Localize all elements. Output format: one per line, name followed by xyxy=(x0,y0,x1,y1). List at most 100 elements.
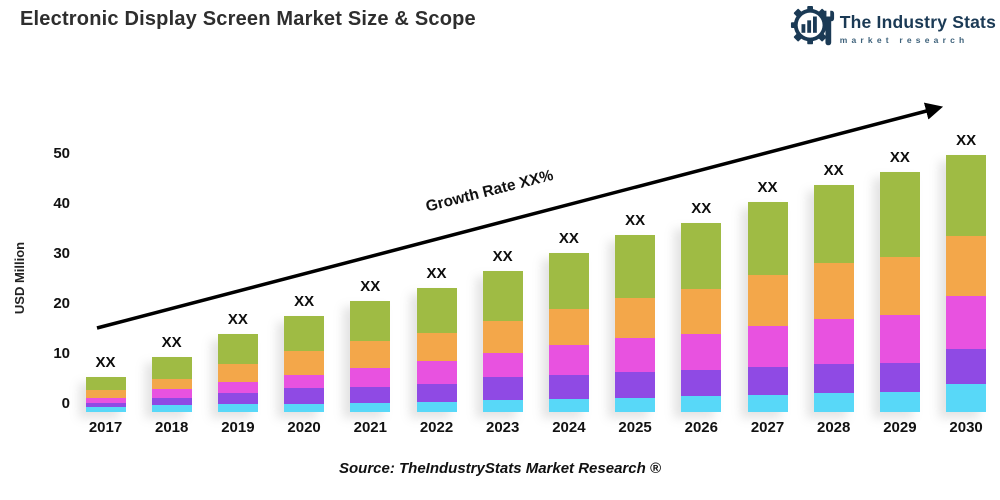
x-tick-2018: 2018 xyxy=(155,419,189,436)
bar-2025 xyxy=(615,235,656,412)
y-tick-30: 30 xyxy=(53,245,70,262)
bar-2029-segment-orange xyxy=(879,257,920,315)
bar-2023-segment-purple xyxy=(482,376,523,401)
bar-2018-segment-green xyxy=(151,356,192,379)
bar-value-label-2020: XX xyxy=(294,293,315,311)
bar-2022-segment-cyan xyxy=(416,401,457,412)
x-tick-2021: 2021 xyxy=(353,419,387,436)
bar-2027-segment-magenta xyxy=(747,325,788,367)
bar-value-label-2023: XX xyxy=(492,247,513,265)
bar-2028-segment-cyan xyxy=(813,393,854,412)
bar-2024-segment-orange xyxy=(548,309,589,346)
x-tick-2025: 2025 xyxy=(618,419,652,436)
page-title: Electronic Display Screen Market Size & … xyxy=(20,8,476,30)
bar-2019-segment-orange xyxy=(217,363,258,382)
bar-2018 xyxy=(151,356,192,412)
x-tick-2022: 2022 xyxy=(419,419,454,436)
bar-2025-segment-cyan xyxy=(615,397,656,412)
logo-tagline: market research xyxy=(839,34,969,45)
bar-2026-segment-cyan xyxy=(681,396,722,412)
bar-2026-segment-orange xyxy=(681,289,722,335)
x-tick-2024: 2024 xyxy=(552,419,586,436)
bar-2026-segment-magenta xyxy=(681,334,722,370)
bar-2017-segment-purple xyxy=(85,402,126,408)
bar-2029-segment-purple xyxy=(879,363,920,393)
bar-2021-segment-magenta xyxy=(350,368,391,387)
bar-2022-segment-green xyxy=(416,288,457,334)
bar-2024-segment-magenta xyxy=(548,345,589,375)
bar-2019-segment-purple xyxy=(217,392,258,405)
bar-2024-segment-cyan xyxy=(548,398,589,412)
bar-2026-segment-green xyxy=(681,222,722,290)
bar-value-label-2022: XX xyxy=(426,265,447,283)
x-tick-2019: 2019 xyxy=(221,419,255,436)
bar-2020-segment-magenta xyxy=(284,374,325,388)
bar-2018-segment-orange xyxy=(151,378,192,390)
bar-2017-segment-green xyxy=(85,376,126,390)
bar-2030-segment-purple xyxy=(946,348,987,384)
bar-2018-segment-cyan xyxy=(151,405,192,412)
bar-2023-segment-magenta xyxy=(482,353,523,377)
bar-2030-segment-cyan xyxy=(946,383,987,412)
y-tick-10: 10 xyxy=(53,345,70,362)
x-tick-2028: 2028 xyxy=(817,419,851,436)
bar-2019-segment-magenta xyxy=(217,381,258,393)
bar-2026-segment-purple xyxy=(681,369,722,397)
bar-2028-segment-green xyxy=(813,184,854,263)
bar-2021-segment-green xyxy=(350,300,391,341)
x-tick-2030: 2030 xyxy=(949,419,983,436)
bar-2030 xyxy=(946,154,987,412)
bar-2025-segment-green xyxy=(615,235,656,299)
bar-value-label-2019: XX xyxy=(227,310,248,328)
bar-value-label-2024: XX xyxy=(558,229,579,247)
bar-2023 xyxy=(482,270,523,412)
x-tick-2020: 2020 xyxy=(287,419,321,436)
bar-2028 xyxy=(813,184,854,412)
bar-2023-segment-green xyxy=(482,270,523,321)
bar-value-label-2017: XX xyxy=(95,353,116,371)
bar-2025-segment-orange xyxy=(615,298,656,339)
growth-rate-annotation: Growth Rate XX% xyxy=(424,166,556,216)
bar-2020 xyxy=(284,316,325,412)
bar-2028-segment-orange xyxy=(813,262,854,320)
bar-2027 xyxy=(747,202,788,412)
x-tick-2026: 2026 xyxy=(684,419,718,436)
bar-2027-segment-orange xyxy=(747,274,788,326)
y-tick-20: 20 xyxy=(53,295,70,312)
y-tick-50: 50 xyxy=(53,145,70,162)
logo-name: The Industry Stats xyxy=(839,11,996,32)
y-tick-40: 40 xyxy=(53,195,70,212)
bar-value-label-2030: XX xyxy=(956,131,977,149)
x-tick-2017: 2017 xyxy=(88,419,123,436)
bar-2022-segment-orange xyxy=(416,333,457,361)
bar-value-label-2028: XX xyxy=(823,161,844,179)
bar-2017-segment-cyan xyxy=(85,407,126,412)
bar-2024 xyxy=(548,252,589,412)
bar-2028-segment-magenta xyxy=(813,319,854,365)
bar-2029-segment-cyan xyxy=(879,392,920,412)
bar-2018-segment-magenta xyxy=(151,389,192,398)
bar-2020-segment-cyan xyxy=(284,403,325,412)
bar-2027-segment-cyan xyxy=(747,394,788,412)
bar-2025-segment-magenta xyxy=(615,338,656,373)
x-tick-2029: 2029 xyxy=(883,419,917,436)
bar-2024-segment-purple xyxy=(548,374,589,399)
bar-2019-segment-cyan xyxy=(217,404,258,412)
bar-2029 xyxy=(879,172,920,412)
bar-2017 xyxy=(85,376,126,412)
bar-2030-segment-green xyxy=(946,154,987,237)
bar-value-label-2021: XX xyxy=(360,277,381,295)
bar-2021-segment-cyan xyxy=(350,403,391,412)
bar-2023-segment-cyan xyxy=(482,400,523,412)
bar-2022-segment-magenta xyxy=(416,360,457,385)
bar-2029-segment-green xyxy=(879,172,920,258)
bar-value-label-2026: XX xyxy=(691,199,712,217)
bar-value-label-2029: XX xyxy=(889,149,910,167)
logo-text: The Industry Stats market research xyxy=(840,12,996,45)
y-tick-0: 0 xyxy=(61,395,70,412)
brand-logo: The Industry Stats market research xyxy=(790,5,996,51)
bar-value-label-2025: XX xyxy=(625,212,646,230)
bar-2019-segment-green xyxy=(217,333,258,364)
bar-2023-segment-orange xyxy=(482,320,523,354)
